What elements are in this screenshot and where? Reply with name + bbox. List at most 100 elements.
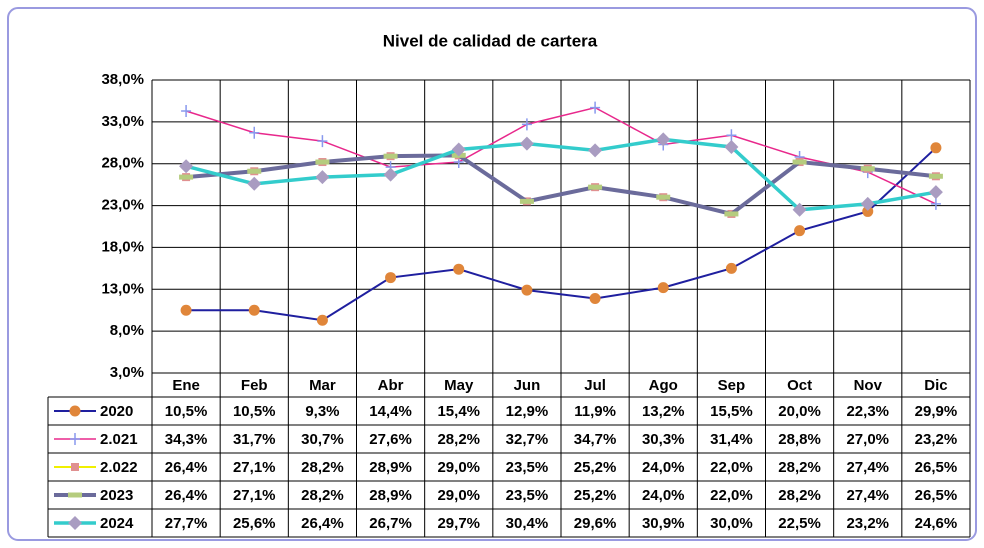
table-cell: 25,2% — [574, 459, 617, 476]
table-cell: 28,2% — [437, 431, 480, 448]
table-cell: 30,9% — [642, 515, 685, 532]
x-tick-label: Oct — [787, 377, 812, 394]
marker — [520, 199, 534, 204]
legend-label: 2020 — [100, 403, 133, 420]
x-tick-label: Mar — [309, 377, 336, 394]
table-cell: 30,7% — [301, 431, 344, 448]
table-cell: 26,4% — [165, 487, 208, 504]
table-cell: 22,0% — [710, 487, 753, 504]
x-tick-label: Nov — [854, 377, 883, 394]
table-cell: 27,1% — [233, 459, 276, 476]
table-cell: 27,4% — [846, 487, 889, 504]
table-cell: 28,2% — [778, 487, 821, 504]
marker — [384, 154, 398, 159]
table-cell: 30,0% — [710, 515, 753, 532]
table-cell: 26,4% — [301, 515, 344, 532]
marker — [453, 264, 464, 275]
marker — [68, 493, 82, 498]
y-tick-label: 13,0% — [101, 280, 144, 297]
legend-label: 2.021 — [100, 431, 138, 448]
x-tick-label: Ago — [649, 377, 678, 394]
table-cell: 29,6% — [574, 515, 617, 532]
table-cell: 27,0% — [846, 431, 889, 448]
table-cell: 23,5% — [506, 487, 549, 504]
legend-label: 2024 — [100, 515, 134, 532]
marker — [929, 174, 943, 179]
table-cell: 26,7% — [369, 515, 412, 532]
table-cell: 15,5% — [710, 403, 753, 420]
chart: Nivel de calidad de cartera 3,0% 8,0% 13,0… — [0, 0, 984, 548]
table-cell: 23,5% — [506, 459, 549, 476]
y-tick-label: 28,0% — [101, 155, 144, 172]
table-cell: 23,2% — [846, 515, 889, 532]
table-cell: 23,2% — [915, 431, 958, 448]
legend-label: 2023 — [100, 487, 133, 504]
marker — [793, 160, 807, 165]
chart-border — [8, 8, 976, 540]
marker — [726, 263, 737, 274]
table-cell: 22,3% — [846, 403, 889, 420]
y-tick-label: 23,0% — [101, 197, 144, 214]
table-cell: 12,9% — [506, 403, 549, 420]
table-cell: 26,5% — [915, 487, 958, 504]
table-cell: 24,6% — [915, 515, 958, 532]
table-cell: 30,4% — [506, 515, 549, 532]
x-tick-label: Sep — [718, 377, 746, 394]
table-cell: 20,0% — [778, 403, 821, 420]
marker — [930, 142, 941, 153]
marker — [590, 293, 601, 304]
table-cell: 28,2% — [301, 487, 344, 504]
x-tick-label: Ene — [172, 377, 200, 394]
page: {"chart_data": {"type": "line", "title":… — [0, 0, 984, 548]
marker — [861, 166, 875, 171]
marker — [385, 272, 396, 283]
table-cell: 11,9% — [574, 403, 616, 420]
table-cell: 28,2% — [301, 459, 344, 476]
table-cell: 14,4% — [369, 403, 412, 420]
marker — [521, 285, 532, 296]
table-cell: 27,7% — [165, 515, 208, 532]
table-cell: 28,9% — [369, 487, 412, 504]
marker — [315, 160, 329, 165]
marker — [71, 463, 79, 471]
y-tick-label: 3,0% — [110, 364, 144, 381]
x-tick-label: May — [444, 377, 474, 394]
marker — [794, 225, 805, 236]
table-cell: 29,9% — [915, 403, 958, 420]
table-cell: 24,0% — [642, 487, 685, 504]
table-cell: 29,7% — [437, 515, 480, 532]
table-cell: 10,5% — [233, 403, 276, 420]
table-cell: 31,4% — [710, 431, 753, 448]
table-cell: 28,2% — [778, 459, 821, 476]
table-cell: 32,7% — [506, 431, 549, 448]
marker — [249, 305, 260, 316]
table-cell: 28,9% — [369, 459, 412, 476]
table-cell: 22,5% — [778, 515, 821, 532]
table-cell: 30,3% — [642, 431, 685, 448]
y-tick-label: 8,0% — [110, 322, 144, 339]
x-tick-label: Feb — [241, 377, 268, 394]
x-tick-label: Dic — [924, 377, 947, 394]
table-cell: 26,5% — [915, 459, 958, 476]
marker — [658, 282, 669, 293]
y-tick-label: 33,0% — [101, 113, 144, 130]
marker — [70, 406, 81, 417]
marker — [247, 169, 261, 174]
marker — [179, 175, 193, 180]
table-cell: 34,3% — [165, 431, 208, 448]
marker — [724, 211, 738, 216]
table-cell: 28,8% — [778, 431, 821, 448]
table-cell: 27,6% — [369, 431, 412, 448]
table-cell: 13,2% — [642, 403, 685, 420]
marker — [588, 185, 602, 190]
x-tick-label: Jun — [514, 377, 541, 394]
chart-title: Nivel de calidad de cartera — [383, 31, 598, 50]
x-tick-label: Abr — [378, 377, 404, 394]
x-tick-label: Jul — [584, 377, 606, 394]
table-cell: 22,0% — [710, 459, 753, 476]
table-cell: 9,3% — [305, 403, 339, 420]
table-cell: 10,5% — [165, 403, 208, 420]
table-cell: 27,1% — [233, 487, 276, 504]
legend-label: 2.022 — [100, 459, 138, 476]
table-cell: 25,2% — [574, 487, 617, 504]
